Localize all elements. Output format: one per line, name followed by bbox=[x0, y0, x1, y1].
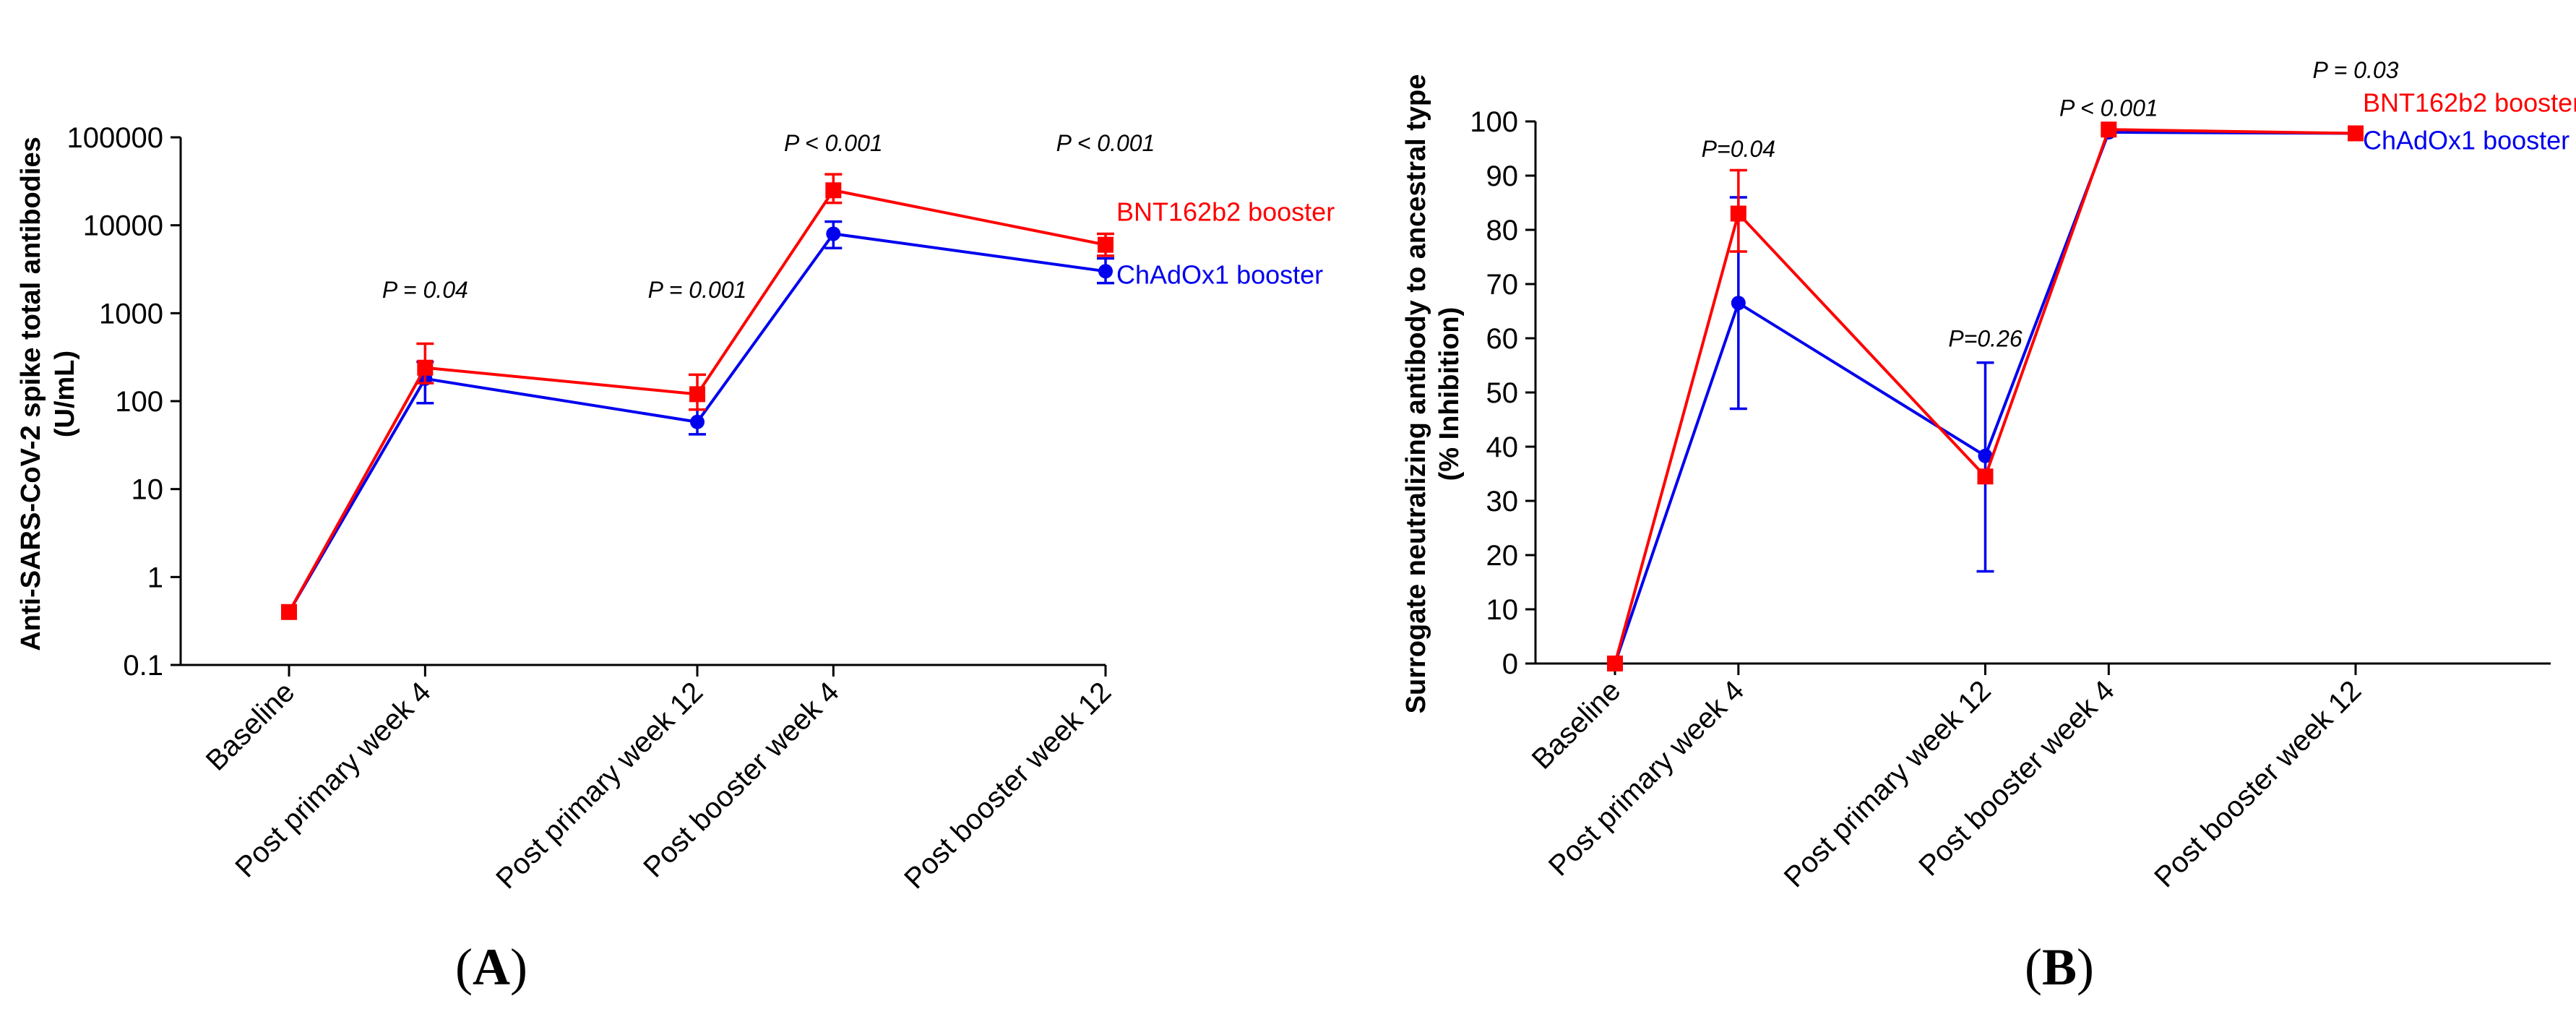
x-tick-label: Post primary week 12 bbox=[1778, 674, 1997, 893]
p-value-annotation: P = 0.04 bbox=[382, 277, 468, 303]
series-bnt162b2: BNT162b2 booster bbox=[1607, 88, 2576, 671]
y-tick-label: 10 bbox=[1486, 594, 1519, 626]
p-value-annotation: P < 0.001 bbox=[784, 130, 883, 156]
x-tick-label: Post booster week 12 bbox=[898, 676, 1117, 895]
y-tick-label: 0 bbox=[1502, 648, 1518, 680]
y-tick-label: 100 bbox=[1470, 106, 1518, 138]
panel-label: (A) bbox=[455, 938, 527, 996]
y-axis-title: Anti-SARS-CoV-2 spike total antibodies bbox=[16, 137, 46, 651]
data-point-circle bbox=[690, 414, 705, 429]
panel-b: 0 10 20 30 40 50 60 70 80 90 100 Baseline Post prima… bbox=[1401, 57, 2576, 996]
series-bnt162b2: BNT162b2 booster bbox=[281, 173, 1335, 620]
p-value-annotation: P=0.26 bbox=[1948, 325, 2023, 351]
y-axis-title: Surrogate neutralizing antibody to ances… bbox=[1401, 74, 1431, 714]
data-point-circle bbox=[1731, 296, 1746, 311]
p-value-annotation: P < 0.001 bbox=[2059, 95, 2158, 121]
p-value-annotation: P=0.04 bbox=[1702, 136, 1775, 162]
data-point-square bbox=[1098, 236, 1113, 253]
panel-label-close: ) bbox=[510, 938, 527, 996]
data-point-circle bbox=[1978, 448, 1993, 463]
legend-label: ChAdOx1 booster bbox=[1116, 259, 1323, 289]
data-point-circle bbox=[1098, 264, 1113, 279]
legend-label: BNT162b2 booster bbox=[2363, 88, 2576, 118]
x-tick-label: Post booster week 12 bbox=[2148, 674, 2367, 893]
y-tick-label: 90 bbox=[1486, 160, 1519, 192]
data-point-square bbox=[281, 604, 297, 620]
y-tick-label: 60 bbox=[1486, 323, 1519, 355]
x-tick-label: Baseline bbox=[200, 676, 301, 777]
legend-label: BNT162b2 booster bbox=[1116, 197, 1335, 227]
p-value-annotation: P = 0.001 bbox=[648, 277, 747, 303]
data-point-square bbox=[689, 386, 705, 403]
p-value-annotation: P < 0.001 bbox=[1056, 130, 1155, 156]
y-tick-label: 50 bbox=[1486, 377, 1519, 409]
panel-label: (B) bbox=[2025, 938, 2094, 996]
x-tick-label: Baseline bbox=[1526, 674, 1627, 776]
legend-label: ChAdOx1 booster bbox=[2363, 126, 2569, 155]
y-tick-label: 70 bbox=[1486, 269, 1519, 301]
data-point-square bbox=[1730, 205, 1746, 222]
y-tick-label: 0.1 bbox=[123, 650, 163, 682]
data-point-square bbox=[1607, 656, 1623, 671]
y-tick-label: 20 bbox=[1486, 540, 1519, 572]
p-value-annotation: P = 0.03 bbox=[2313, 57, 2399, 83]
data-point-square bbox=[417, 359, 434, 376]
panel-label-open: ( bbox=[2025, 938, 2042, 996]
y-tick-label: 1000 bbox=[99, 298, 163, 330]
y-tick-label: 40 bbox=[1486, 431, 1519, 463]
data-point-square bbox=[1977, 468, 1994, 485]
data-point-square bbox=[825, 182, 842, 199]
data-point-square bbox=[2101, 121, 2117, 138]
y-tick-label: 1 bbox=[147, 562, 163, 593]
data-point-square bbox=[2348, 125, 2364, 142]
y-tick-label: 100 bbox=[115, 386, 163, 418]
y-tick-label: 10 bbox=[132, 474, 164, 506]
y-tick-label: 10000 bbox=[83, 210, 163, 242]
y-axis-unit: (% Inhibition) bbox=[1434, 307, 1465, 481]
panel-label-letter: B bbox=[2042, 938, 2077, 996]
y-tick-label: 30 bbox=[1486, 486, 1519, 518]
y-tick-label: 100000 bbox=[67, 122, 163, 154]
panel-label-open: ( bbox=[455, 938, 473, 996]
data-point-circle bbox=[826, 226, 841, 241]
panel-label-letter: A bbox=[473, 938, 510, 996]
y-axis-unit: (U/mL) bbox=[50, 351, 80, 437]
series-chadox1: ChAdOx1 booster bbox=[1608, 125, 2569, 671]
y-tick-label: 80 bbox=[1486, 215, 1519, 246]
panel-label-close: ) bbox=[2077, 938, 2094, 996]
